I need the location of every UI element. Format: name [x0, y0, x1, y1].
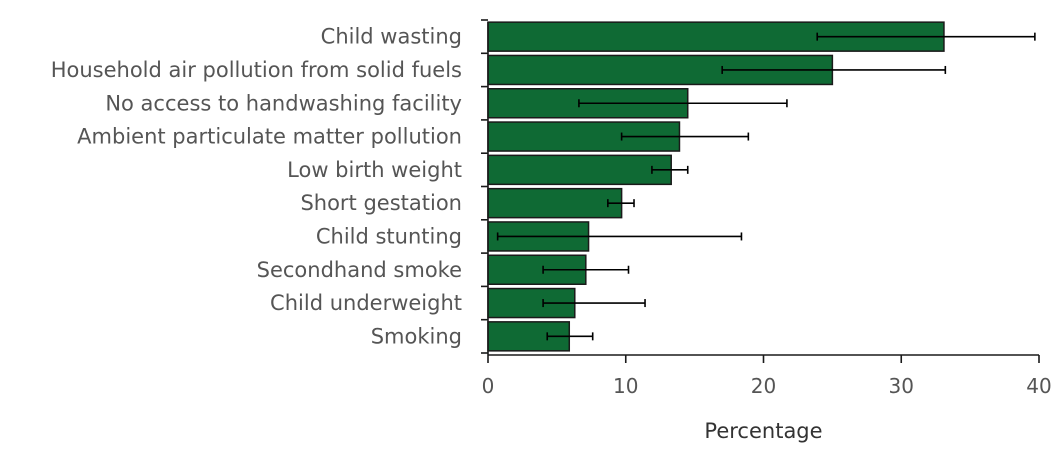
category-label-8: Child underweight: [270, 291, 462, 315]
category-label-3: Ambient particulate matter pollution: [77, 125, 462, 149]
x-tick-label-2: 20: [751, 374, 776, 398]
category-labels-group: Child wasting Household air pollution fro…: [51, 25, 462, 349]
bar-5: [487, 187, 623, 219]
error-bar-9: [546, 332, 594, 341]
error-bar-6: [496, 232, 743, 241]
category-label-4: Low birth weight: [287, 158, 462, 182]
error-bar-4: [651, 165, 689, 174]
category-label-5: Short gestation: [300, 191, 462, 215]
x-tick-label-0: 0: [482, 374, 495, 398]
category-label-7: Secondhand smoke: [257, 258, 462, 282]
bars-group: [487, 21, 945, 352]
x-tick-label-4: 40: [1026, 374, 1051, 398]
error-bar-8: [542, 299, 646, 308]
error-bar-0: [816, 32, 1036, 41]
category-label-9: Smoking: [371, 324, 462, 348]
error-bar-3: [620, 132, 750, 141]
category-label-0: Child wasting: [321, 25, 462, 49]
error-bar-7: [542, 265, 630, 274]
category-label-6: Child stunting: [316, 224, 462, 248]
x-ticks-group: 0 10 20 30 40: [481, 19, 1052, 398]
x-axis-title: Percentage: [704, 419, 822, 443]
x-tick-label-1: 10: [613, 374, 638, 398]
error-bars-group: [496, 32, 1036, 341]
bar-4: [487, 154, 672, 186]
error-bar-2: [578, 99, 788, 108]
category-label-1: Household air pollution from solid fuels: [51, 58, 462, 82]
category-label-2: No access to handwashing facility: [105, 91, 462, 115]
error-bar-1: [721, 65, 947, 74]
error-bar-5: [607, 199, 635, 208]
x-tick-label-3: 30: [889, 374, 914, 398]
